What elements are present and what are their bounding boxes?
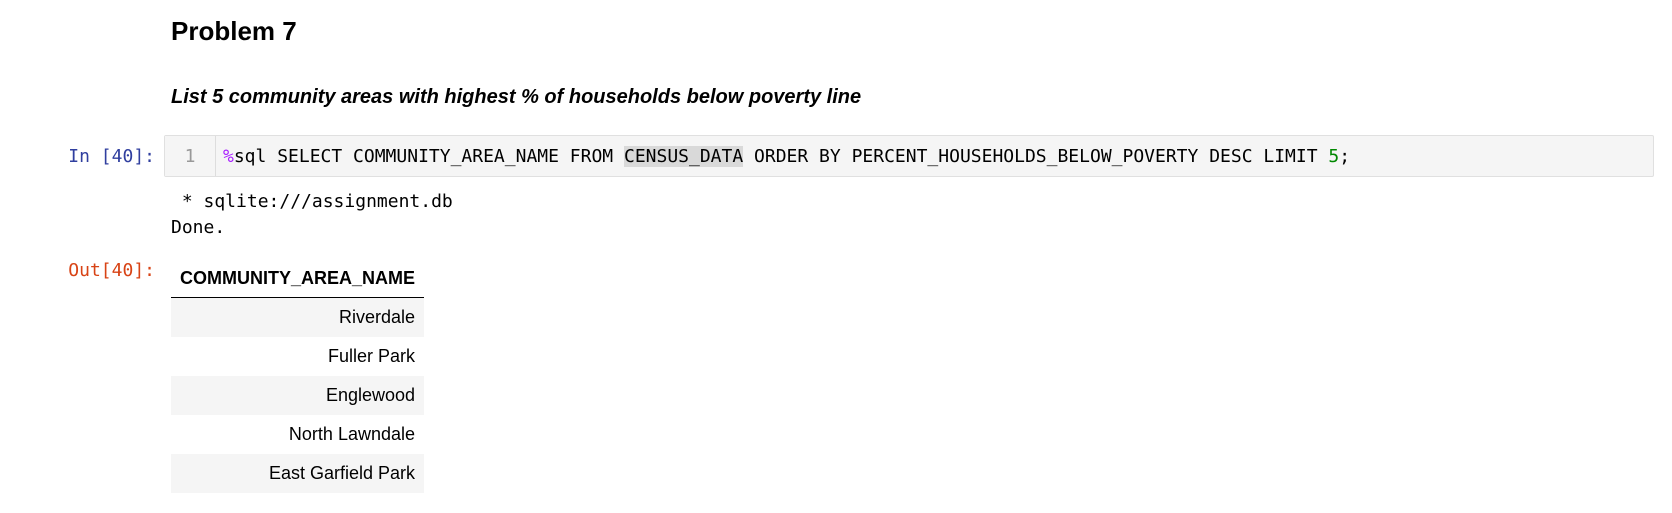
- code-text: sql SELECT COMMUNITY_AREA_NAME FROM: [233, 145, 624, 167]
- cell-stdout: * sqlite:///assignment.db Done.: [171, 189, 453, 241]
- table-row: Fuller Park: [171, 337, 424, 376]
- output-prompt: Out[40]:: [68, 260, 155, 281]
- code-editor[interactable]: 1 %sql SELECT COMMUNITY_AREA_NAME FROM C…: [164, 135, 1654, 177]
- problem-description: List 5 community areas with highest % of…: [171, 86, 862, 108]
- line-number: 1: [165, 136, 216, 176]
- table-row: Riverdale: [171, 297, 425, 337]
- code-text: ORDER BY PERCENT_HOUSEHOLDS_BELOW_POVERT…: [743, 145, 1329, 167]
- table-row: East Garfield Park: [171, 454, 425, 493]
- magic-token: %: [223, 145, 234, 167]
- table-cell: East Garfield Park: [171, 454, 425, 493]
- table-cell: Riverdale: [171, 297, 425, 337]
- code-line[interactable]: %sql SELECT COMMUNITY_AREA_NAME FROM CEN…: [216, 145, 1351, 167]
- input-prompt: In [40]:: [68, 146, 155, 167]
- highlighted-token: CENSUS_DATA: [623, 145, 744, 167]
- problem-heading: Problem 7: [171, 16, 297, 46]
- table-cell: North Lawndale: [288, 424, 416, 444]
- column-header: COMMUNITY_AREA_NAME: [171, 262, 425, 298]
- table-row: North Lawndale: [171, 415, 424, 454]
- result-table: COMMUNITY_AREA_NAME Riverdale Fuller Par…: [171, 262, 425, 493]
- table-cell: Fuller Park: [327, 346, 416, 366]
- code-text: ;: [1339, 145, 1351, 167]
- stdout-line: Done.: [171, 217, 226, 238]
- table-row: Englewood: [171, 376, 425, 415]
- table-cell: Englewood: [171, 376, 425, 415]
- table-header-row: COMMUNITY_AREA_NAME: [171, 262, 425, 298]
- number-token: 5: [1328, 145, 1340, 167]
- stdout-line: * sqlite:///assignment.db: [171, 191, 453, 212]
